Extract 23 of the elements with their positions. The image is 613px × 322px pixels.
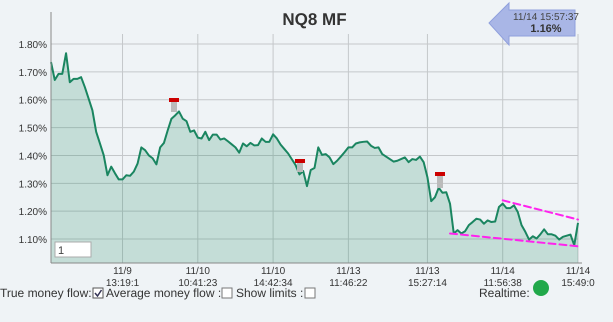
- y-tick-label: 1.30%: [18, 179, 48, 190]
- text: True money flow:: [0, 286, 92, 300]
- y-tick-label: 1.70%: [18, 68, 48, 79]
- text: Average money flow :: [106, 286, 222, 300]
- y-tick-label: 1.40%: [18, 151, 48, 162]
- y-tick-label: 1.10%: [18, 235, 48, 246]
- x-tick-label: 11/10 14:42:34: [254, 266, 293, 289]
- x-tick-label: 11/13 11:46:22: [329, 266, 368, 289]
- annotation: 1.16%: [530, 23, 562, 35]
- x-tick-label: 11/10 10:41:23: [178, 266, 218, 289]
- chart-title: NQ8 MF: [282, 10, 347, 29]
- x-tick-label: 11/14 11:56:38: [484, 266, 522, 289]
- y-tick-label: 1.50%: [18, 124, 48, 135]
- x-tick-label: 11/9 13:19:1: [106, 266, 140, 289]
- text: 11/14 15:57:37: [513, 12, 580, 23]
- x-tick-label: 11/14 15:49:0: [561, 266, 596, 289]
- text: Show limits :: [236, 286, 304, 300]
- x-tick-label: 11/13 15:27:14: [408, 266, 448, 289]
- y-tick-label: 1.80%: [18, 40, 48, 52]
- y-tick-label: 1.20%: [18, 207, 48, 218]
- text: Realtime:: [479, 286, 530, 300]
- y-tick-label: 1.60%: [18, 96, 48, 107]
- annotation: 1: [58, 245, 64, 257]
